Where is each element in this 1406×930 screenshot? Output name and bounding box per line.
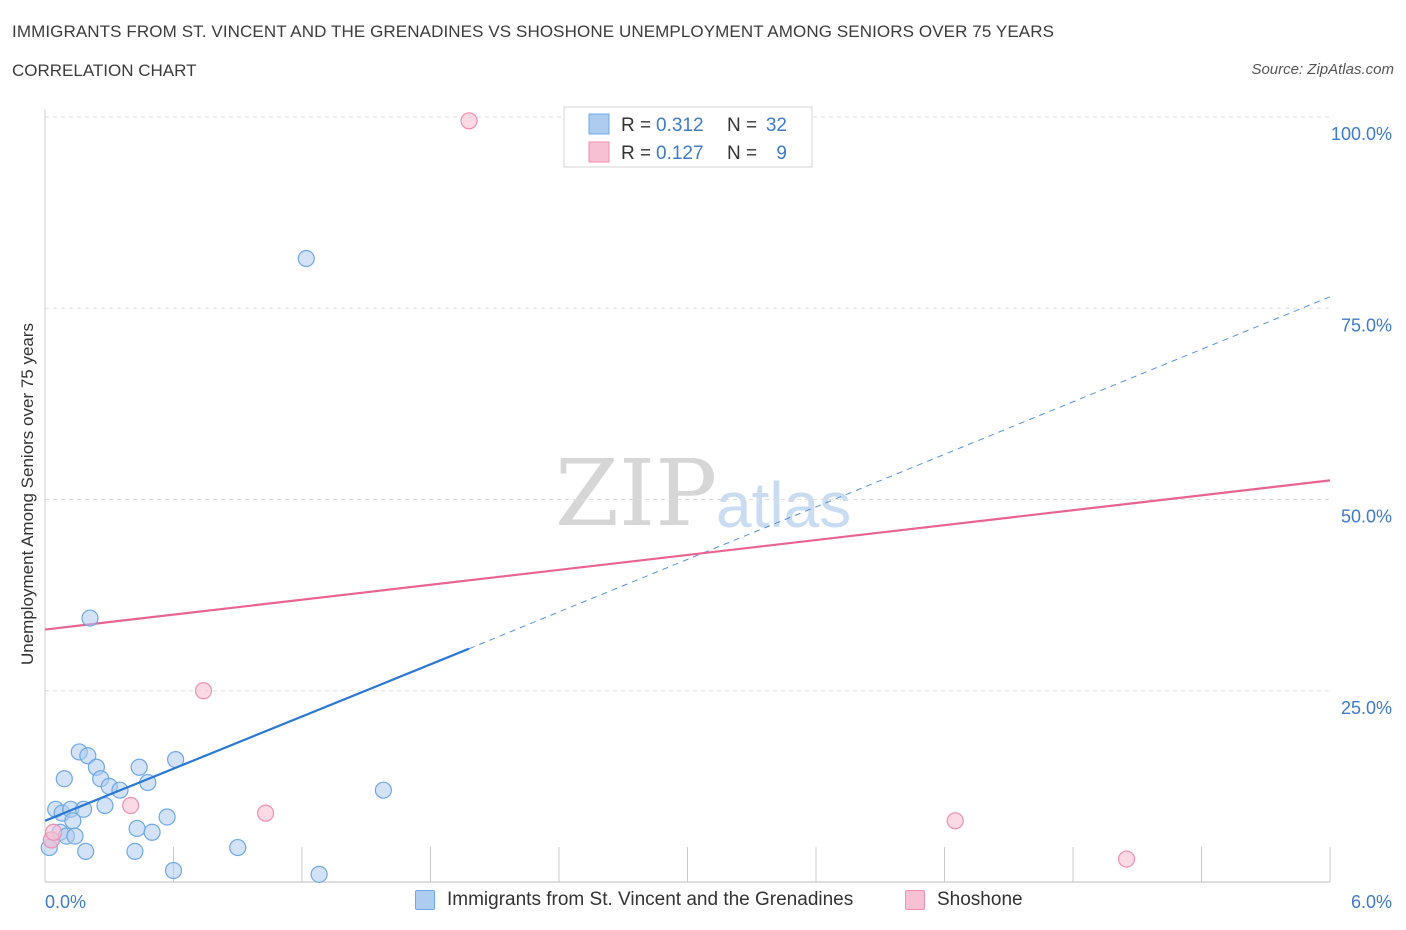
- stats-legend-r-value-2: 0.127: [656, 143, 704, 164]
- y-tick-label-50: 50.0%: [1341, 507, 1392, 527]
- point-series-1-24: [158, 808, 176, 826]
- chart-subtitle: CORRELATION CHART: [12, 61, 197, 80]
- point-series-1-21: [130, 758, 148, 776]
- point-series-2-2: [122, 796, 140, 815]
- source-label: Source: ZipAtlas.com: [1251, 61, 1394, 78]
- point-series-2-4: [256, 804, 275, 822]
- point-series-1-29: [310, 865, 328, 883]
- watermark-zip: ZIP: [555, 440, 717, 547]
- stats-legend-r-value-1: 0.312: [656, 115, 704, 136]
- x-tick-label-max: 6.0%: [1351, 892, 1392, 912]
- stats-legend-n-value-2: 9: [776, 143, 787, 164]
- stats-legend-r-label-1: R =: [621, 115, 651, 136]
- point-series-2-1: [44, 823, 63, 841]
- trend-line-series-2: [44, 479, 1331, 631]
- stats-legend-swatch-2: [588, 141, 610, 163]
- point-series-1-23: [143, 823, 161, 841]
- y-tick-label-75: 75.0%: [1341, 315, 1392, 335]
- legend-item-series-2[interactable]: Shoshone: [905, 889, 1023, 911]
- stats-legend-n-label-2: N =: [727, 143, 757, 164]
- point-series-1-20: [128, 819, 146, 838]
- stats-legend-n-label-1: N =: [727, 115, 757, 136]
- watermark-atlas: atlas: [716, 469, 851, 541]
- point-series-1-28: [297, 249, 315, 268]
- trend-line-series-1: [44, 647, 470, 822]
- legend-swatch-series-2: [905, 890, 925, 910]
- point-series-1-27: [229, 838, 247, 857]
- point-series-1-30: [374, 781, 392, 799]
- x-tick-label-min: 0.0%: [45, 892, 86, 912]
- legend-label-series-2: Shoshone: [937, 889, 1023, 910]
- points-series-1: [40, 249, 392, 883]
- stats-legend: R = 0.312 N = 32 R = 0.127 N = 9: [563, 106, 813, 168]
- point-series-2-5: [460, 112, 478, 130]
- y-tick-label-100: 100.0%: [1331, 124, 1392, 144]
- point-series-1-19: [126, 842, 144, 861]
- series-legend: Immigrants from St. Vincent and the Gren…: [0, 889, 1406, 915]
- point-series-1-13: [79, 747, 97, 765]
- chart-title: IMMIGRANTS FROM ST. VINCENT AND THE GREN…: [12, 22, 1055, 41]
- stats-legend-n-value-1: 32: [766, 115, 787, 136]
- legend-label-series-1: Immigrants from St. Vincent and the Gren…: [447, 889, 854, 910]
- point-series-2-6: [946, 812, 964, 830]
- stats-legend-swatch-1: [588, 113, 610, 135]
- point-series-2-3: [194, 682, 213, 700]
- trend-line-series-1-extension: [468, 296, 1331, 650]
- point-series-2-7: [1117, 850, 1136, 868]
- legend-item-series-1[interactable]: Immigrants from St. Vincent and the Gren…: [415, 889, 853, 911]
- point-series-1-5: [55, 770, 73, 788]
- stats-legend-r-label-2: R =: [621, 143, 651, 164]
- y-axis-title: Unemployment Among Seniors over 75 years: [18, 323, 37, 665]
- point-series-1-12: [77, 842, 95, 861]
- point-series-1-9: [66, 827, 84, 845]
- point-series-1-25: [164, 861, 183, 880]
- y-tick-label-25: 25.0%: [1341, 698, 1392, 718]
- point-series-1-14: [81, 609, 99, 627]
- legend-swatch-series-1: [415, 890, 435, 910]
